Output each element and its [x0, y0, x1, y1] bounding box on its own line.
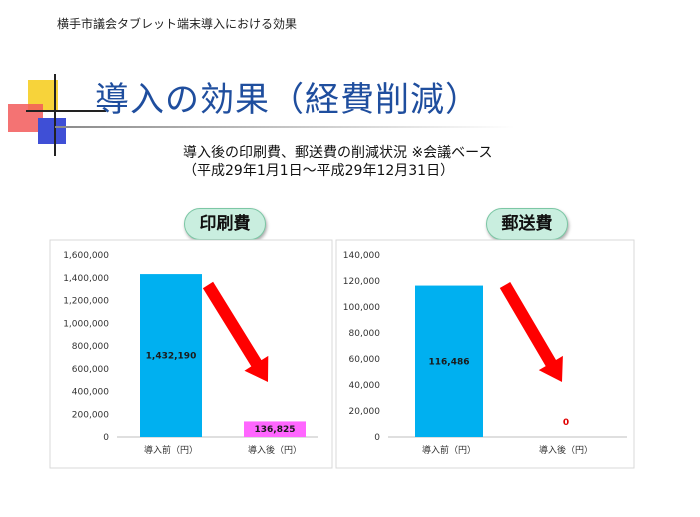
x-tick-label: 導入前（円） [422, 444, 476, 456]
decorative-squares-graphic [8, 74, 106, 156]
data-label: 136,825 [255, 425, 296, 435]
data-label: 0 [563, 418, 569, 428]
y-tick-label: 600,000 [72, 365, 109, 375]
title-underline [55, 126, 515, 128]
y-tick-label: 80,000 [349, 329, 381, 339]
y-tick-label: 1,600,000 [63, 251, 109, 261]
data-label: 1,432,190 [146, 352, 197, 362]
y-tick-label: 120,000 [343, 277, 380, 287]
chart-frame [49, 239, 333, 469]
y-tick-label: 20,000 [349, 407, 381, 417]
y-tick-label: 60,000 [349, 355, 381, 365]
y-tick-label: 100,000 [343, 303, 380, 313]
slide-header-text: 横手市議会タブレット端末導入における効果 [57, 17, 298, 31]
page-title: 導入の効果（経費削減） [95, 80, 480, 120]
x-tick-label: 導入後（円） [539, 444, 593, 456]
bar [244, 421, 306, 437]
y-tick-label: 400,000 [72, 388, 109, 398]
x-tick-label: 導入後（円） [248, 444, 302, 456]
y-tick-label: 0 [103, 433, 109, 443]
y-tick-label: 1,400,000 [63, 274, 109, 284]
chart-frame [335, 239, 635, 469]
subtitle-block: 導入後の印刷費、郵送費の削減状況 ※会議ベース （平成29年1月1日～平成29年… [183, 144, 492, 180]
y-tick-label: 200,000 [72, 410, 109, 420]
decrease-arrow [499, 282, 563, 382]
decrease-arrow [202, 281, 269, 382]
bar [140, 274, 202, 437]
y-tick-label: 40,000 [349, 381, 381, 391]
data-label: 116,486 [429, 357, 470, 367]
y-tick-label: 140,000 [343, 251, 380, 261]
bar [415, 285, 483, 437]
y-tick-label: 800,000 [72, 342, 109, 352]
chart-title-printing-badge: 印刷費 [184, 208, 266, 240]
y-tick-label: 0 [374, 433, 380, 443]
x-tick-label: 導入前（円） [144, 444, 198, 456]
subtitle-line-2: （平成29年1月1日～平成29年12月31日） [183, 163, 455, 179]
subtitle-line-1: 導入後の印刷費、郵送費の削減状況 ※会議ベース [183, 145, 493, 161]
y-tick-label: 1,000,000 [63, 319, 109, 329]
chart-title-postage-badge: 郵送費 [486, 208, 568, 240]
y-tick-label: 1,200,000 [63, 297, 109, 307]
